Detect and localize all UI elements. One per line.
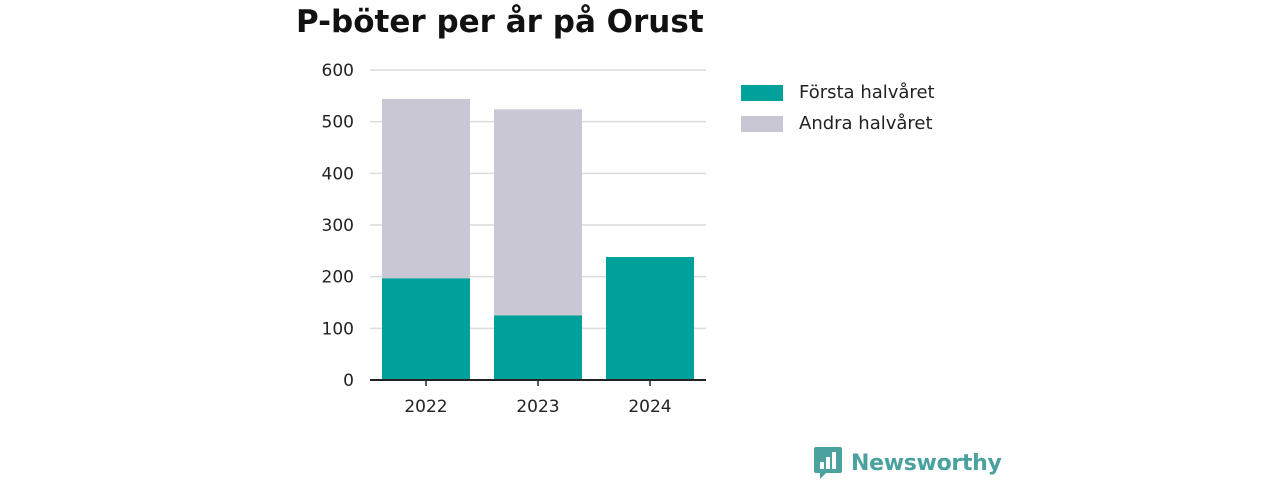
y-tick-label: 300 xyxy=(322,216,354,236)
bar-first-half-2023 xyxy=(494,315,582,380)
x-tick-label: 2024 xyxy=(628,397,671,417)
bar-first-half-2022 xyxy=(382,278,470,380)
bar-second-half-2022 xyxy=(382,98,470,279)
legend-swatch-second-half xyxy=(741,115,783,132)
y-tick-label: 0 xyxy=(343,371,354,391)
brand-name: Newsworthy xyxy=(851,450,1002,476)
bar-second-half-2023 xyxy=(494,109,582,316)
x-tick-label: 2022 xyxy=(404,397,447,417)
legend: Första halvåret Andra halvåret xyxy=(741,77,935,139)
bars xyxy=(382,98,694,380)
legend-label-second-half: Andra halvåret xyxy=(799,113,933,134)
x-tick-label: 2023 xyxy=(516,397,559,417)
legend-item-second-half: Andra halvåret xyxy=(741,108,935,139)
bar-first-half-2024 xyxy=(606,257,694,380)
brand-logo: Newsworthy xyxy=(814,447,1002,479)
legend-label-first-half: Första halvåret xyxy=(799,82,935,103)
x-axis xyxy=(370,379,706,386)
legend-swatch-first-half xyxy=(741,84,783,101)
y-tick-label: 400 xyxy=(322,164,354,184)
y-axis-ticks: 0 100 200 300 400 500 600 xyxy=(322,61,354,391)
x-axis-ticks: 2022 2023 2024 xyxy=(404,397,671,417)
y-tick-label: 200 xyxy=(322,268,354,288)
bar-chart-speech-bubble-icon xyxy=(814,447,842,479)
y-tick-label: 600 xyxy=(322,61,354,81)
chart-title: P-böter per år på Orust xyxy=(296,4,704,40)
y-tick-label: 100 xyxy=(322,319,354,339)
legend-item-first-half: Första halvåret xyxy=(741,77,935,108)
y-tick-label: 500 xyxy=(322,113,354,133)
